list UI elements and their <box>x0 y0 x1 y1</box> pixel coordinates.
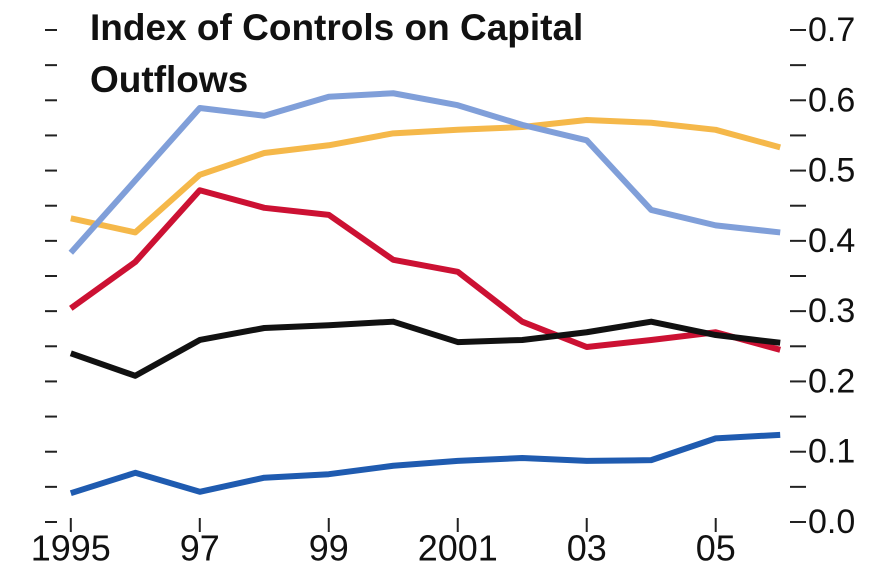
series-line <box>68 90 781 255</box>
x-tick-label: 03 <box>567 528 607 569</box>
x-tick-label: 05 <box>696 528 736 569</box>
x-tick-label: 1995 <box>31 528 111 569</box>
y-tick-label: 0.4 <box>808 222 855 260</box>
x-tick-label: 99 <box>309 528 349 569</box>
chart-title: Index of Controls on Capital Outflows <box>90 7 584 100</box>
x-tick-label: 2001 <box>418 528 498 569</box>
y-tick-label: 0.5 <box>808 152 855 190</box>
series-line <box>69 318 781 379</box>
series-line <box>69 187 781 353</box>
y-tick-label: 0.1 <box>808 433 855 471</box>
y-tick-label: 0.3 <box>808 292 855 330</box>
series-line <box>70 116 781 236</box>
y-tick-label: 0.0 <box>808 503 855 541</box>
x-tick-label: 97 <box>180 528 220 569</box>
series-line <box>69 431 781 497</box>
y-tick-label: 0.2 <box>808 362 855 400</box>
y-tick-label: 0.7 <box>808 11 855 49</box>
y-tick-label: 0.6 <box>808 81 855 119</box>
